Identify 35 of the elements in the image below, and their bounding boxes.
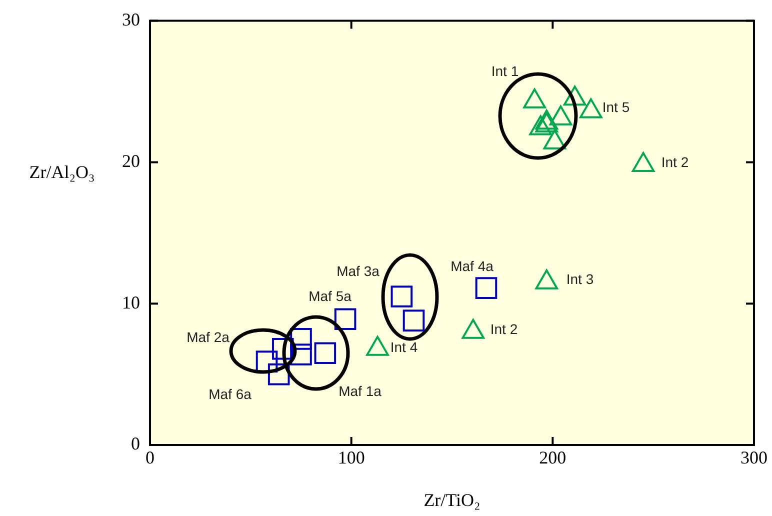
point [563, 86, 586, 106]
annotation: Int 5 [602, 98, 630, 115]
point [272, 338, 294, 360]
point [290, 328, 312, 350]
annotation: Int 4 [390, 338, 418, 355]
y-axis-title: Zr/Al₂O₃ [29, 162, 95, 182]
point [402, 310, 425, 332]
annotation: Int 2 [490, 320, 518, 337]
annotation: Int 2 [661, 154, 689, 170]
x-axis-title: Zr/TiO₂ [424, 490, 480, 510]
y-tick-label: 10 [122, 292, 140, 312]
point [475, 277, 498, 299]
point [268, 363, 290, 386]
point [290, 344, 312, 366]
annotation: Maf 5a [308, 288, 352, 304]
point [580, 98, 602, 118]
y-tick-label: 30 [122, 10, 140, 30]
annotation: Maf 4a [450, 258, 494, 274]
point [632, 152, 655, 172]
y-tick-label: 0 [131, 434, 140, 454]
x-tick-label: 300 [740, 448, 768, 468]
point [549, 105, 572, 126]
point [523, 88, 546, 108]
annotation: Maf 1a [338, 382, 382, 399]
y-tick-label: 20 [122, 150, 140, 171]
annotation: Maf 2a [186, 328, 230, 345]
x-tick-label: 100 [338, 448, 365, 468]
annotation: Maf 6a [208, 386, 252, 402]
annotation: Int 1 [491, 62, 519, 79]
point [334, 308, 356, 330]
point [543, 129, 566, 150]
annotation: Maf 3a [336, 262, 380, 279]
x-tick-label: 200 [539, 448, 566, 468]
x-tick-label: 0 [146, 448, 154, 468]
annotation: Int 3 [566, 270, 594, 287]
